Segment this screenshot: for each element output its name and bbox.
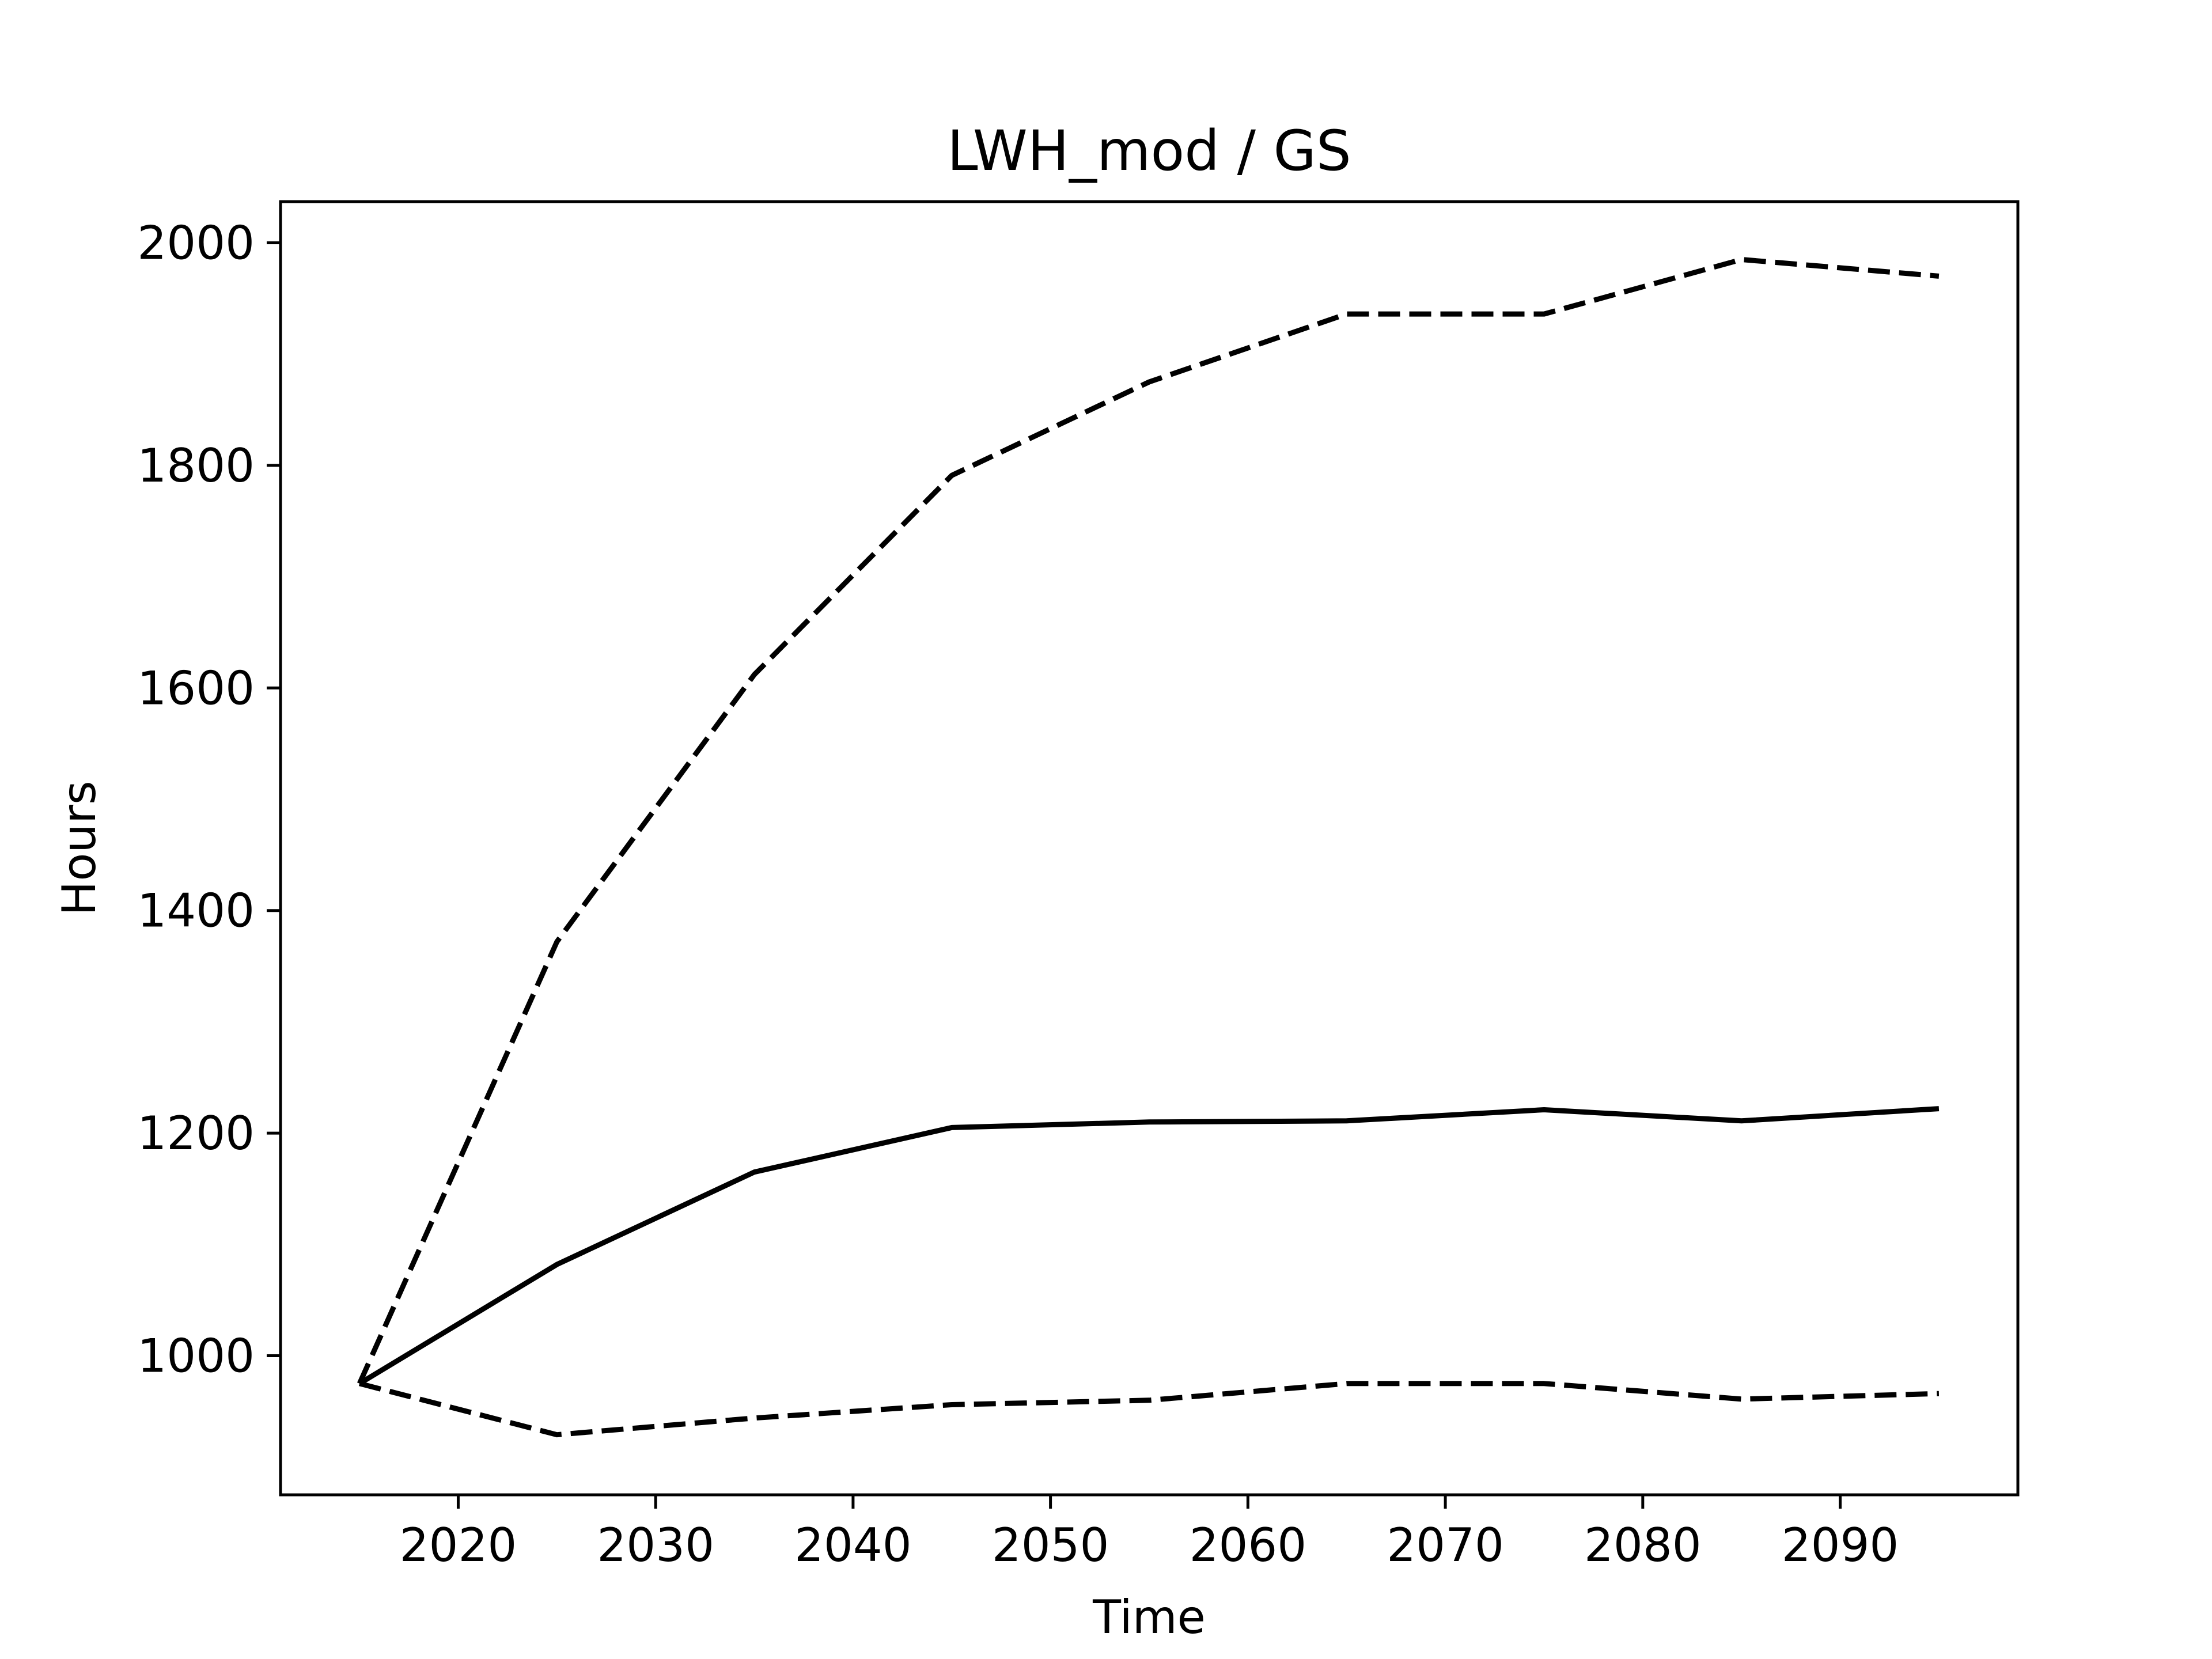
x-axis-title: Time [1092, 1590, 1206, 1644]
x-tick-label: 2060 [1190, 1518, 1307, 1572]
y-tick-label: 1800 [137, 439, 255, 493]
series-line-2 [357, 257, 1940, 1385]
y-axis: 1000 1200 1400 1600 1800 2000 [137, 216, 281, 1382]
series-line-3 [358, 1381, 1940, 1438]
x-tick-label: 2090 [1782, 1518, 1899, 1572]
y-tick-label: 1000 [137, 1329, 255, 1382]
x-tick-label: 2050 [992, 1518, 1109, 1572]
y-tick-label: 1600 [137, 661, 255, 715]
series-layer [357, 257, 1940, 1438]
x-tick-label: 2040 [794, 1518, 912, 1572]
plot-frame [279, 200, 2020, 1497]
y-axis-title: Hours [52, 781, 106, 915]
x-tick-label: 2020 [400, 1518, 517, 1572]
y-tick-label: 1200 [137, 1107, 255, 1160]
x-axis: 2020 2030 2040 2050 2060 2070 2080 2090 [400, 1495, 1899, 1572]
x-tick-label: 2030 [597, 1518, 714, 1572]
series-line-1 [358, 1106, 1940, 1386]
y-tick-label: 2000 [137, 216, 255, 270]
x-tick-label: 2070 [1387, 1518, 1504, 1572]
chart-title: LWH_mod / GS [947, 119, 1351, 183]
x-tick-label: 2080 [1584, 1518, 1702, 1572]
y-tick-label: 1400 [137, 884, 255, 938]
